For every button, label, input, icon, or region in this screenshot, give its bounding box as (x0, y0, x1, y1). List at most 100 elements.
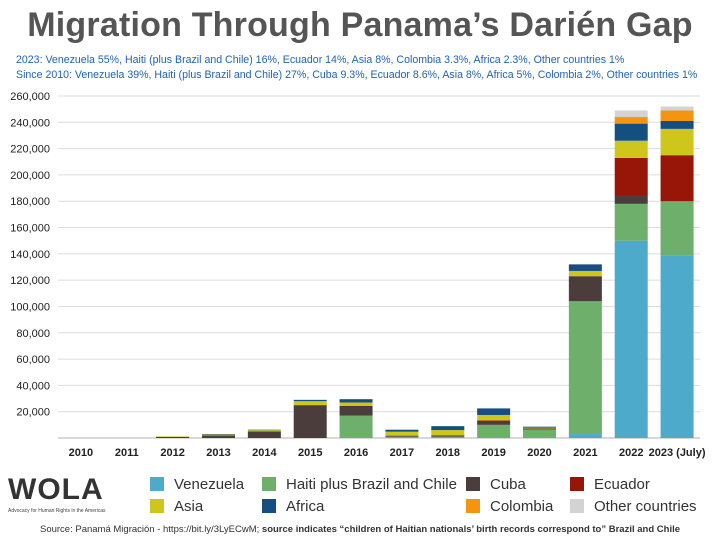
source-prefix: Source: Panamá Migración - https://bit.l… (39, 524, 262, 535)
legend-item-ecuador: Ecuador (570, 474, 650, 494)
bar-segment-africa (660, 120, 694, 129)
y-tick-label: 180,000 (10, 196, 50, 208)
x-tick-label: 2010 (69, 447, 93, 459)
source-note: Source: Panamá Migración - https://bit.l… (0, 524, 720, 535)
bar-segment-colombia (660, 110, 694, 121)
bar-segment-ecuador (660, 155, 694, 202)
subtitle-since-2010: Since 2010: Venezuela 39%, Haiti (plus B… (16, 69, 698, 81)
legend-item-venezuela: Venezuela (150, 474, 244, 494)
bar-segment-other-countries (660, 106, 694, 111)
bar-segment-asia (339, 402, 373, 406)
bar-segment-africa (477, 408, 511, 415)
x-tick-label: 2011 (115, 447, 139, 459)
legend-swatch (466, 499, 480, 513)
x-tick-label: 2016 (344, 447, 368, 459)
y-tick-label: 260,000 (10, 91, 50, 103)
bar-segment-africa (293, 399, 327, 402)
bar-segment-cuba (568, 276, 602, 302)
legend-label: Asia (174, 497, 204, 515)
legend-swatch (570, 477, 584, 491)
bar-segment-asia (156, 436, 190, 437)
bar-segment-haiti-plus-brazil-and-chile (660, 201, 694, 256)
bar-segment-asia (614, 140, 648, 158)
x-tick-label: 2022 (619, 447, 643, 459)
bar-segment-asia (523, 427, 556, 429)
y-tick-label: 80,000 (16, 328, 50, 340)
bar-segment-africa (431, 426, 465, 431)
bar-segment-cuba (156, 436, 190, 438)
source-bold: source indicates “children of Haitian na… (261, 524, 681, 535)
bar-segment-africa (385, 429, 419, 432)
legend-swatch (150, 499, 164, 513)
legend-item-colombia: Colombia (466, 496, 553, 516)
legend-item-other-countries: Other countries (570, 496, 697, 516)
bar-segment-cuba (523, 428, 556, 430)
bar-segment-haiti-plus-brazil-and-chile (614, 203, 648, 241)
bar-segment-haiti-plus-brazil-and-chile (431, 436, 465, 438)
bar-segment-colombia (614, 117, 648, 124)
bar-segment-asia (202, 434, 235, 436)
bar-segment-asia (568, 270, 602, 277)
legend-label: Other countries (594, 497, 697, 515)
bar-segment-cuba (431, 435, 465, 437)
legend-item-asia: Asia (150, 496, 203, 516)
x-tick-label: 2015 (298, 447, 322, 459)
bar-segment-haiti-plus-brazil-and-chile (523, 429, 556, 438)
bar-segment-haiti-plus-brazil-and-chile (339, 415, 373, 438)
bar-segment-other-countries (614, 110, 648, 118)
bar-segment-haiti-plus-brazil-and-chile (477, 424, 511, 438)
bar-segment-cuba (614, 195, 648, 204)
bar-segment-africa (202, 434, 235, 435)
y-tick-label: 140,000 (10, 249, 50, 261)
bar-segment-asia (247, 430, 281, 432)
bar-segment-cuba (385, 435, 419, 437)
legend-swatch (262, 499, 276, 513)
bar-segment-haiti-plus-brazil-and-chile (568, 301, 602, 435)
legend-swatch (570, 499, 584, 513)
y-tick-label: 100,000 (10, 301, 50, 313)
legend-item-africa: Africa (262, 496, 324, 516)
bar-segment-asia (431, 430, 465, 436)
y-tick-label: 60,000 (16, 354, 50, 366)
bar-segment-cuba (202, 435, 235, 438)
bar-segment-venezuela (568, 434, 602, 438)
legend-swatch (150, 477, 164, 491)
legend-label: Cuba (490, 475, 526, 493)
legend-label: Venezuela (174, 475, 245, 493)
x-tick-label: 2017 (390, 447, 414, 459)
bar-segment-ecuador (614, 157, 648, 196)
x-tick-label: 2014 (252, 447, 277, 459)
bar-segment-africa (568, 264, 602, 271)
x-tick-label: 2013 (206, 447, 230, 459)
y-tick-label: 20,000 (16, 407, 50, 419)
bar-segment-ecuador (477, 420, 511, 421)
subtitle-2023: 2023: Venezuela 55%, Haiti (plus Brazil … (16, 54, 625, 66)
legend-item-haiti-plus-brazil-and-chile: Haiti plus Brazil and Chile (262, 474, 457, 494)
legend-label: Ecuador (594, 475, 650, 493)
legend-label: Haiti plus Brazil and Chile (286, 475, 457, 493)
bar-segment-haiti-plus-brazil-and-chile (385, 436, 419, 438)
y-tick-label: 240,000 (10, 117, 50, 129)
bar-segment-cuba (477, 420, 511, 425)
bar-segment-cuba (247, 431, 281, 438)
y-tick-label: 220,000 (10, 144, 50, 156)
bar-segment-asia (293, 401, 327, 406)
bar-segment-africa (523, 426, 556, 428)
wola-logo: WOLA Advocacy for Human Rights in the Am… (8, 474, 128, 520)
x-tick-label: 2018 (436, 447, 460, 459)
bar-segment-cuba (339, 405, 373, 416)
logo-tagline: Advocacy for Human Rights in the America… (8, 508, 106, 514)
bar-segment-africa (339, 399, 373, 403)
y-tick-label: 200,000 (10, 170, 50, 182)
bar-segment-cuba (293, 405, 327, 438)
legend-label: Africa (286, 497, 325, 515)
logo-wordmark: WOLA (8, 473, 104, 506)
x-tick-label: 2012 (160, 447, 184, 459)
bar-segment-africa (614, 123, 648, 141)
bar-segment-africa (247, 429, 281, 431)
x-tick-label: 2021 (573, 447, 597, 459)
bar-segment-asia (385, 431, 419, 436)
x-tick-label: 2023 (July) (649, 447, 706, 459)
x-tick-label: 2019 (481, 447, 505, 459)
legend-swatch (466, 477, 480, 491)
